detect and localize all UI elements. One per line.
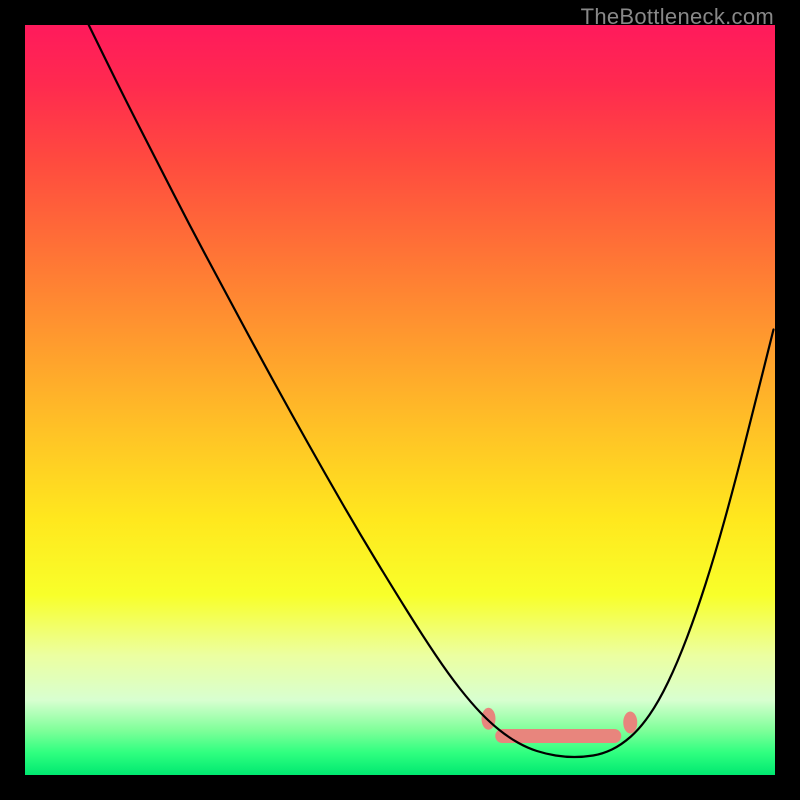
watermark-text: TheBottleneck.com — [581, 4, 774, 30]
chart-background — [25, 25, 775, 775]
range-marker-right — [623, 712, 637, 734]
range-marker-left — [482, 708, 496, 730]
bottleneck-chart — [25, 25, 775, 775]
chart-svg — [25, 25, 775, 775]
